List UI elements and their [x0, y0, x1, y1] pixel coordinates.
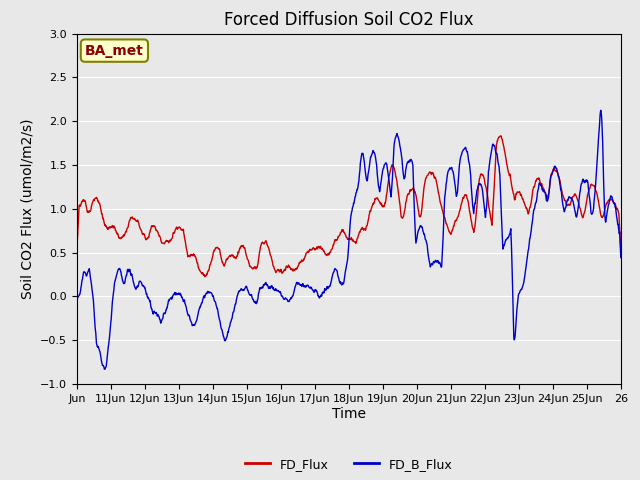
Title: Forced Diffusion Soil CO2 Flux: Forced Diffusion Soil CO2 Flux	[224, 11, 474, 29]
FD_Flux	[505, 170, 513, 176]
FD_B_Flux	[597, 108, 605, 113]
FD_Flux	[497, 133, 504, 139]
FD_B_Flux	[181, 301, 189, 307]
Line: FD_Flux: FD_Flux	[77, 136, 621, 277]
X-axis label: Time: Time	[332, 407, 366, 420]
FD_Flux	[73, 248, 81, 253]
FD_B_Flux	[73, 294, 81, 300]
FD_Flux	[201, 274, 209, 280]
FD_Flux	[617, 246, 625, 252]
Line: FD_B_Flux: FD_B_Flux	[77, 110, 621, 369]
FD_B_Flux	[434, 258, 442, 264]
FD_B_Flux	[100, 366, 108, 372]
FD_B_Flux	[255, 289, 263, 295]
FD_B_Flux	[505, 234, 513, 240]
FD_Flux	[194, 261, 202, 267]
Legend: FD_Flux, FD_B_Flux: FD_Flux, FD_B_Flux	[240, 453, 458, 476]
FD_Flux	[434, 184, 442, 190]
Y-axis label: Soil CO2 Flux (umol/m2/s): Soil CO2 Flux (umol/m2/s)	[20, 119, 35, 299]
FD_Flux	[255, 253, 263, 259]
FD_B_Flux	[553, 165, 561, 171]
FD_B_Flux	[617, 255, 625, 261]
FD_Flux	[553, 169, 561, 175]
FD_Flux	[180, 235, 188, 240]
Text: BA_met: BA_met	[85, 44, 144, 58]
FD_B_Flux	[195, 311, 202, 317]
